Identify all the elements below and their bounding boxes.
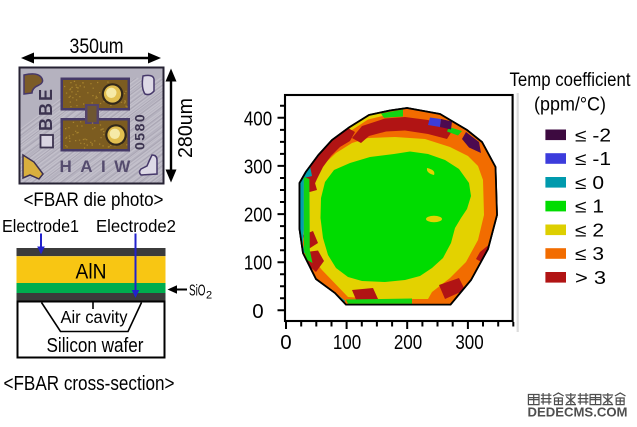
- svg-text:300: 300: [244, 156, 272, 179]
- svg-text:0: 0: [252, 300, 263, 323]
- svg-text:BBE: BBE: [36, 87, 56, 131]
- svg-text:100: 100: [333, 331, 361, 354]
- svg-text:≤ 1: ≤ 1: [575, 197, 604, 217]
- svg-text:≤ -2: ≤ -2: [575, 125, 611, 145]
- svg-text:0: 0: [280, 331, 291, 354]
- svg-text:AlN: AlN: [76, 260, 107, 284]
- svg-text:Electrode1: Electrode1: [2, 216, 79, 236]
- svg-text:350um: 350um: [70, 35, 124, 58]
- svg-text:2: 2: [206, 290, 212, 302]
- svg-text:≤ 3: ≤ 3: [575, 244, 604, 264]
- svg-text:Electrode2: Electrode2: [96, 216, 176, 236]
- svg-text:HAIW: HAIW: [60, 157, 139, 176]
- svg-text:400: 400: [244, 108, 272, 131]
- svg-text:> 3: > 3: [575, 268, 606, 288]
- svg-text:200: 200: [394, 331, 422, 354]
- svg-text:<FBAR cross-section>: <FBAR cross-section>: [4, 373, 175, 395]
- svg-text:≤ 0: ≤ 0: [575, 173, 604, 193]
- svg-text:≤ -1: ≤ -1: [575, 149, 611, 169]
- svg-text:<FBAR die photo>: <FBAR die photo>: [24, 190, 164, 211]
- svg-text:SiO: SiO: [189, 283, 206, 300]
- svg-text:200: 200: [244, 204, 272, 227]
- svg-text:300: 300: [455, 331, 483, 354]
- svg-text:(ppm/°C): (ppm/°C): [534, 95, 606, 116]
- svg-text:Air cavity: Air cavity: [61, 307, 128, 327]
- svg-text:100: 100: [244, 252, 272, 275]
- svg-text:Silicon wafer: Silicon wafer: [47, 335, 144, 357]
- svg-text:Temp coefficient: Temp coefficient: [510, 70, 632, 91]
- svg-text:DEDECMS.COM: DEDECMS.COM: [528, 405, 628, 420]
- svg-text:0580: 0580: [132, 113, 148, 150]
- svg-text:≤ 2: ≤ 2: [575, 220, 604, 240]
- svg-text:280um: 280um: [175, 98, 197, 158]
